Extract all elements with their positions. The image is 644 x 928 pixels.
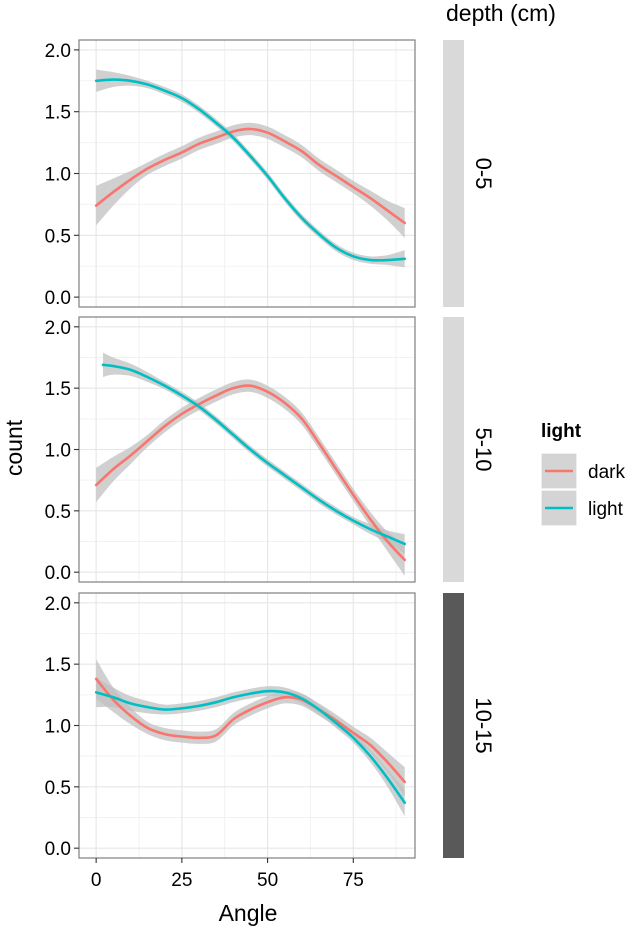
y-axis-title: count <box>1 419 27 476</box>
series-line-dark <box>94 384 407 562</box>
x-axis-title: Angle <box>219 900 278 926</box>
y-tick-label: 2.0 <box>45 318 71 339</box>
confidence-band-light <box>96 677 405 817</box>
legend-item-dark: dark <box>540 452 625 490</box>
series-line-dark <box>94 127 407 225</box>
y-tick-label: 1.5 <box>45 379 71 400</box>
confidence-band-dark <box>96 122 405 238</box>
y-tick-label: 0.0 <box>45 563 71 584</box>
series-line-light <box>94 78 407 262</box>
y-tick-label: 0.5 <box>45 226 71 247</box>
x-tick-label: 50 <box>257 870 278 891</box>
facet-panel-10-15: 0.0 0.5 1.0 1.5 2.0 10-15 0 25 50 75 <box>45 592 496 891</box>
facet-panel-5-10: 0.0 0.5 1.0 1.5 2.0 5-10 <box>45 316 496 584</box>
legend-label: light <box>588 499 624 520</box>
facet-panel-0-5: 0.0 0.5 1.0 1.5 2.0 0-5 <box>45 39 496 309</box>
y-tick-label: 1.0 <box>45 165 71 186</box>
facet-title: depth (cm) <box>446 0 556 26</box>
y-tick-label: 1.5 <box>45 655 71 676</box>
facet-strip-label: 5-10 <box>471 427 496 471</box>
facet-strip-label: 10-15 <box>471 697 496 753</box>
series-line-light <box>94 689 407 805</box>
legend: light dark light <box>540 421 625 527</box>
x-tick-label: 0 <box>91 870 102 891</box>
legend-label: dark <box>588 462 625 483</box>
y-tick-label: 1.0 <box>45 441 71 462</box>
y-tick-label: 0.5 <box>45 502 71 523</box>
y-tick-label: 0.5 <box>45 778 71 799</box>
y-tick-label: 0.0 <box>45 839 71 860</box>
y-tick-label: 2.0 <box>45 41 71 62</box>
legend-title: light <box>541 421 582 442</box>
facet-strip <box>443 40 464 307</box>
x-tick-label: 25 <box>171 870 192 891</box>
y-tick-label: 0.0 <box>45 288 71 309</box>
x-tick-label: 75 <box>343 870 364 891</box>
y-tick-label: 1.0 <box>45 717 71 738</box>
facet-strip-label: 0-5 <box>471 158 496 190</box>
panels: 0.00.51.01.52.00-50.00.51.01.52.05-100.0… <box>45 39 496 891</box>
facet-strip <box>443 317 464 582</box>
series-line-light <box>101 363 407 546</box>
facet-strip <box>443 593 464 858</box>
y-tick-label: 2.0 <box>45 594 71 615</box>
series-line-dark <box>94 677 407 784</box>
legend-item-light: light <box>540 489 624 527</box>
y-tick-label: 1.5 <box>45 103 71 124</box>
